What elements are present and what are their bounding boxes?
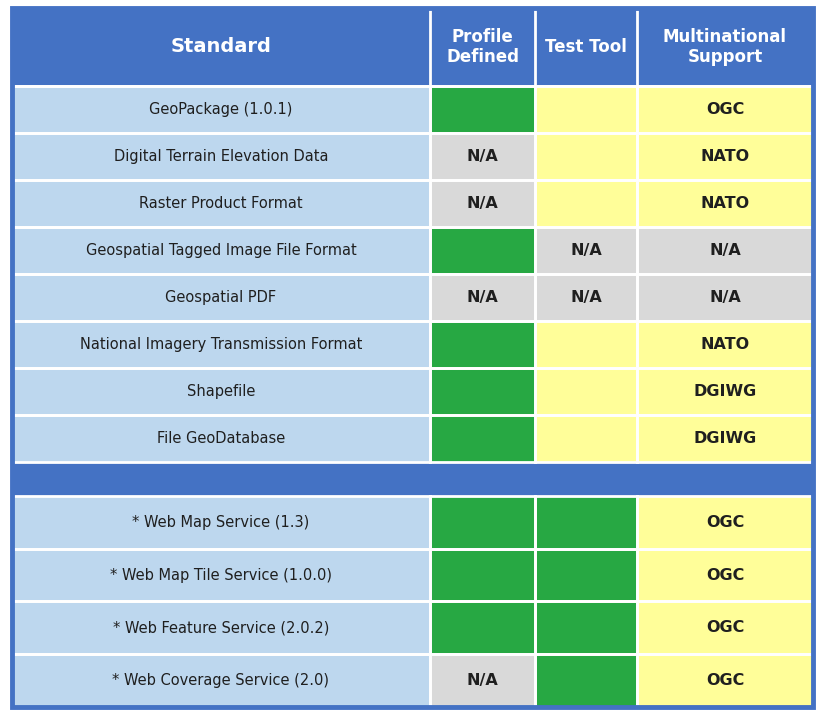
Text: Shapefile: Shapefile	[186, 384, 255, 399]
Text: NATO: NATO	[700, 149, 750, 164]
Text: DGIWG: DGIWG	[693, 384, 757, 399]
Bar	[430, 601, 535, 654]
Bar	[430, 180, 535, 227]
Text: N/A: N/A	[467, 149, 498, 164]
Bar	[535, 180, 637, 227]
Text: * Web Coverage Service (2.0): * Web Coverage Service (2.0)	[112, 673, 329, 688]
Text: GeoPackage (1.0.1): GeoPackage (1.0.1)	[149, 102, 293, 117]
Bar	[12, 415, 430, 462]
Bar	[535, 321, 637, 368]
Bar	[430, 227, 535, 274]
Text: N/A: N/A	[467, 196, 498, 211]
Bar	[12, 133, 430, 180]
Bar	[637, 86, 813, 133]
Text: Geospatial PDF: Geospatial PDF	[166, 290, 276, 305]
Bar	[12, 180, 430, 227]
Bar	[430, 133, 535, 180]
Text: Raster Product Format: Raster Product Format	[139, 196, 303, 211]
Bar	[637, 227, 813, 274]
Text: N/A: N/A	[467, 673, 498, 688]
Bar	[637, 274, 813, 321]
Text: N/A: N/A	[710, 243, 741, 258]
Bar	[637, 601, 813, 654]
Text: OGC: OGC	[706, 102, 744, 117]
Bar	[430, 654, 535, 707]
Text: OGC: OGC	[706, 621, 744, 636]
Bar	[12, 8, 813, 86]
Bar	[12, 548, 430, 601]
Bar	[535, 548, 637, 601]
Bar	[535, 601, 637, 654]
Bar	[430, 368, 535, 415]
Bar	[12, 274, 430, 321]
Text: Test Tool: Test Tool	[545, 38, 627, 56]
Text: Digital Terrain Elevation Data: Digital Terrain Elevation Data	[114, 149, 328, 164]
Bar	[637, 321, 813, 368]
Bar	[12, 654, 430, 707]
Bar	[535, 415, 637, 462]
Bar	[12, 462, 813, 496]
Text: Multinational
Support: Multinational Support	[663, 28, 787, 66]
Text: OGC: OGC	[706, 673, 744, 688]
Bar	[535, 86, 637, 133]
Text: OGC: OGC	[706, 515, 744, 530]
Text: DGIWG: DGIWG	[693, 430, 757, 445]
Bar	[535, 654, 637, 707]
Bar	[12, 601, 430, 654]
Bar	[430, 496, 535, 548]
Bar	[535, 368, 637, 415]
Text: NATO: NATO	[700, 337, 750, 352]
Bar	[12, 368, 430, 415]
Bar	[430, 274, 535, 321]
Text: National Imagery Transmission Format: National Imagery Transmission Format	[80, 337, 362, 352]
Text: N/A: N/A	[467, 290, 498, 305]
Bar	[637, 548, 813, 601]
Text: Geospatial Tagged Image File Format: Geospatial Tagged Image File Format	[86, 243, 356, 258]
Bar	[637, 654, 813, 707]
Bar	[637, 496, 813, 548]
Bar	[12, 227, 430, 274]
Text: NATO: NATO	[700, 196, 750, 211]
Text: Profile
Defined: Profile Defined	[446, 28, 519, 66]
Bar	[430, 415, 535, 462]
Text: N/A: N/A	[710, 290, 741, 305]
Bar	[637, 415, 813, 462]
Text: * Web Feature Service (2.0.2): * Web Feature Service (2.0.2)	[113, 621, 329, 636]
Bar	[535, 133, 637, 180]
Bar	[430, 321, 535, 368]
Text: N/A: N/A	[570, 290, 602, 305]
Text: N/A: N/A	[570, 243, 602, 258]
Bar	[637, 133, 813, 180]
Text: * Web Map Service (1.3): * Web Map Service (1.3)	[132, 515, 309, 530]
Text: Standard: Standard	[171, 37, 271, 56]
Text: File GeoDatabase: File GeoDatabase	[157, 430, 285, 445]
Bar	[535, 496, 637, 548]
Text: * Web Map Tile Service (1.0.0): * Web Map Tile Service (1.0.0)	[110, 568, 332, 583]
Bar	[535, 227, 637, 274]
Text: OGC: OGC	[706, 568, 744, 583]
Bar	[430, 86, 535, 133]
Bar	[637, 180, 813, 227]
Bar	[535, 274, 637, 321]
Bar	[12, 496, 430, 548]
Bar	[637, 368, 813, 415]
Bar	[12, 86, 430, 133]
Bar	[12, 321, 430, 368]
Bar	[430, 548, 535, 601]
